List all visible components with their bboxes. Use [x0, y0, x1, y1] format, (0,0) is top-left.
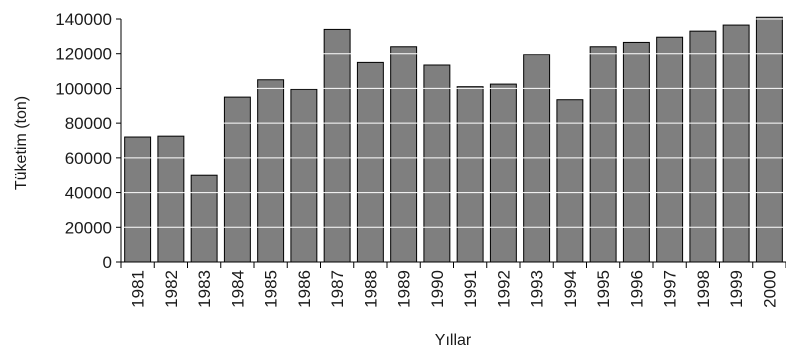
y-axis: 0 20000 40000 60000 80000 100000 120000 140000 [55, 10, 122, 272]
x-tick-label-1999: 1999 [727, 270, 746, 308]
bar-2000 [755, 16, 783, 263]
bar-1990 [423, 64, 451, 263]
bar-1997 [656, 36, 684, 263]
bar-1991 [456, 86, 484, 263]
x-axis-title: Yıllar [435, 332, 472, 349]
bar-1989 [390, 46, 418, 263]
x-tick-label-1995: 1995 [594, 270, 613, 308]
bar-1982 [157, 135, 185, 263]
bar-1994 [556, 99, 584, 263]
x-tick-label-1983: 1983 [195, 270, 214, 308]
plot-area [121, 16, 786, 263]
x-tick-label-1996: 1996 [627, 270, 646, 308]
x-tick-label-1991: 1991 [461, 270, 480, 308]
x-axis: 1981 1982 1983 1984 1985 1986 1987 1988 1989 1990… [120, 261, 786, 308]
y-tick-label-0: 0 [103, 253, 112, 272]
bar-1987 [323, 28, 351, 263]
x-tick-label-1994: 1994 [561, 270, 580, 308]
x-tick-label-1988: 1988 [361, 270, 380, 308]
x-tick-label-1985: 1985 [262, 270, 281, 308]
x-tick-label-1998: 1998 [694, 270, 713, 308]
y-tick-label-120000: 120000 [55, 45, 112, 64]
x-tick-label-1981: 1981 [129, 270, 148, 308]
x-tick-label-1986: 1986 [295, 270, 314, 308]
y-tick-label-140000: 140000 [55, 10, 112, 29]
x-tick-label-1992: 1992 [494, 270, 513, 308]
bar-1984 [223, 96, 251, 263]
x-tick-label-1993: 1993 [528, 270, 547, 308]
x-tick-label-1984: 1984 [228, 270, 247, 308]
y-tick-label-20000: 20000 [65, 218, 112, 237]
bar-1983 [190, 174, 218, 263]
x-tick-label-1989: 1989 [395, 270, 414, 308]
bar-1996 [622, 41, 650, 263]
y-axis-title: Tüketim (ton) [13, 96, 30, 190]
x-tick-label-1997: 1997 [661, 270, 680, 308]
bar-1999 [722, 24, 750, 263]
bar-1988 [356, 61, 384, 263]
y-tick-label-60000: 60000 [65, 149, 112, 168]
x-tick-label-2000: 2000 [760, 270, 779, 308]
y-tick-label-80000: 80000 [65, 114, 112, 133]
bar-1998 [689, 30, 717, 263]
y-tick-label-100000: 100000 [55, 79, 112, 98]
bar-1985 [257, 79, 285, 263]
x-tick-label-1990: 1990 [428, 270, 447, 308]
x-tick-label-1982: 1982 [162, 270, 181, 308]
bar-1992 [489, 83, 517, 263]
y-tick-label-40000: 40000 [65, 184, 112, 203]
bar-1995 [589, 46, 617, 263]
x-tick-label-1987: 1987 [328, 270, 347, 308]
bar-1981 [124, 136, 152, 263]
bar-1986 [290, 88, 318, 263]
